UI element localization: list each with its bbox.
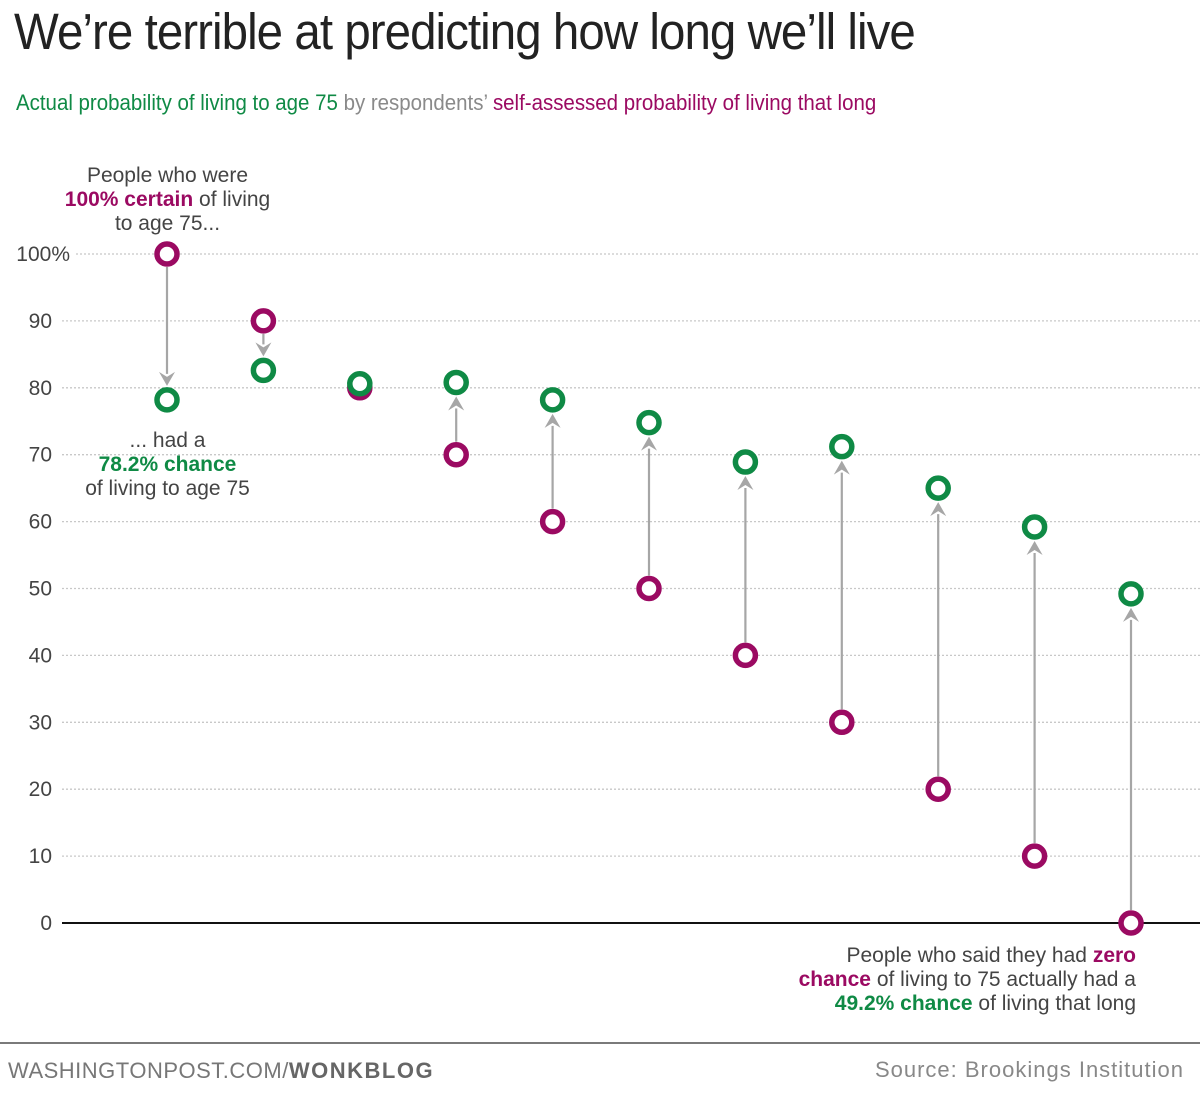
- points: [154, 241, 1144, 936]
- subtitle-connector: by respondents’: [337, 90, 493, 115]
- actual-point: [829, 433, 855, 460]
- arrow-head: [255, 342, 272, 357]
- annotation-middle-line3: of living to age 75: [85, 477, 250, 500]
- actual-point: [443, 369, 469, 396]
- annotation-bottom: People who said they had zero chance of …: [799, 944, 1136, 1016]
- annotation-bottom-line3: of living that long: [972, 992, 1136, 1015]
- y-tick-label: 40: [29, 644, 52, 667]
- chart-subtitle: Actual probability of living to age 75 b…: [16, 90, 876, 116]
- self-assessed-point: [250, 308, 277, 334]
- arrow-head: [930, 502, 947, 517]
- annotation-top-line3: to age 75...: [114, 212, 221, 235]
- annotation-bottom-line2: of living to 75 actually had a: [870, 968, 1136, 991]
- self-assessed-point: [154, 241, 180, 267]
- actual-point: [636, 409, 662, 436]
- self-assessed-point: [829, 709, 855, 736]
- self-assessed-point: [1118, 910, 1144, 936]
- annotation-top-line2-rest: of living: [193, 188, 271, 211]
- actual-point: [347, 371, 373, 397]
- chart-plot: 0 10 20 30 40 50 60 70 80 90 100%: [16, 241, 1200, 936]
- self-assessed-point: [732, 642, 759, 669]
- y-tick-label: 50: [29, 578, 52, 601]
- annotation-top-line1: People who were: [86, 164, 249, 187]
- chart-title: We’re terrible at predicting how long we…: [14, 3, 916, 60]
- footer-divider: [0, 1042, 1200, 1044]
- annotation-top-bold: 100% certain: [64, 188, 194, 211]
- gridlines: [62, 253, 1200, 924]
- footer-section: WONKBLOG: [288, 1058, 435, 1083]
- actual-point: [539, 387, 566, 413]
- actual-point: [925, 475, 951, 501]
- annotation-bottom-value: 49.2% chance: [834, 992, 973, 1015]
- self-assessed-point: [636, 575, 662, 602]
- arrow-head: [1123, 607, 1139, 622]
- arrows: [159, 267, 1139, 910]
- y-tick-label: 60: [29, 511, 52, 534]
- arrow-head: [544, 413, 561, 428]
- footer-credit: WASHINGTONPOST.COM/WONKBLOG: [8, 1058, 434, 1084]
- y-tick-label: 0: [40, 912, 52, 935]
- y-tick-label: 90: [29, 310, 52, 333]
- actual-point: [250, 357, 277, 384]
- self-assessed-point: [443, 441, 469, 468]
- annotation-middle-bold: 78.2% chance: [98, 453, 237, 476]
- arrow-head: [737, 476, 754, 491]
- y-tick-label: 100%: [16, 243, 70, 266]
- actual-point: [1118, 581, 1144, 607]
- subtitle-self-assessed-label: self-assessed probability of living that…: [492, 90, 877, 115]
- annotation-bottom-line1: People who said they had: [846, 944, 1093, 967]
- arrow-head: [448, 396, 465, 411]
- annotation-middle-line1: ... had a: [129, 429, 206, 452]
- actual-point: [1021, 514, 1048, 540]
- y-tick-label: 20: [29, 778, 52, 801]
- annotation-top-line2: 100% certain of living: [40, 188, 295, 212]
- y-tick-label: 80: [29, 377, 52, 400]
- annotation-middle: ... had a 78.2% chance of living to age …: [40, 429, 295, 501]
- arrow-head: [1026, 540, 1043, 555]
- arrow-head: [641, 436, 657, 451]
- annotation-bottom-chance: chance: [798, 968, 871, 991]
- self-assessed-point: [1021, 843, 1048, 869]
- y-axis-ticks: 0 10 20 30 40 50 60 70 80 90 100%: [16, 243, 70, 935]
- self-assessed-point: [539, 508, 566, 535]
- y-tick-label: 30: [29, 711, 52, 734]
- annotation-top: People who were 100% certain of living t…: [40, 164, 295, 236]
- arrow-head: [159, 371, 175, 386]
- actual-point: [154, 387, 180, 413]
- subtitle-actual-label: Actual probability of living to age 75: [16, 90, 338, 115]
- actual-point: [732, 449, 759, 475]
- y-tick-label: 70: [29, 444, 52, 467]
- annotation-bottom-zero: zero: [1092, 944, 1136, 967]
- footer-site: WASHINGTONPOST.COM/: [8, 1058, 289, 1083]
- arrow-head: [833, 460, 850, 475]
- self-assessed-point: [925, 776, 951, 802]
- y-tick-label: 10: [29, 845, 52, 868]
- footer-source: Source: Brookings Institution: [874, 1057, 1184, 1082]
